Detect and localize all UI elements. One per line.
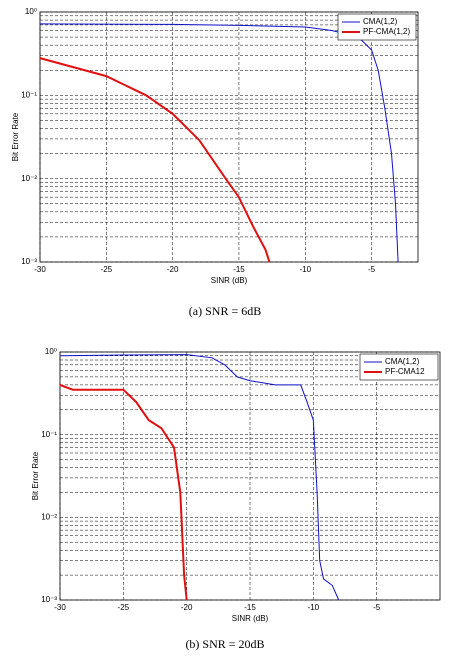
legend-label: PF-CMA12 <box>385 367 425 376</box>
plot-frame <box>39 11 419 263</box>
y-tick-label: 10⁰ <box>25 7 37 16</box>
plot-area <box>40 12 418 262</box>
legend-label: PF-CMA(1,2) <box>363 27 410 36</box>
x-tick-label: -5 <box>368 265 376 274</box>
y-tick-label: 10⁻¹ <box>21 90 37 99</box>
x-tick-label: -30 <box>34 265 46 274</box>
x-tick-label: -15 <box>233 265 245 274</box>
y-axis-label: Bit Error Rate <box>31 451 40 500</box>
legend-label: CMA(1,2) <box>385 357 420 366</box>
x-tick-label: -10 <box>299 265 311 274</box>
x-tick-label: -5 <box>373 603 381 612</box>
y-tick-label: 10⁻² <box>41 512 57 521</box>
data-line <box>59 383 188 601</box>
legend-label: CMA(1,2) <box>363 17 398 26</box>
y-tick-label: 10⁻³ <box>21 257 37 266</box>
y-tick-label: 10⁰ <box>45 347 57 356</box>
legend-box <box>359 353 439 381</box>
data-line <box>59 354 340 601</box>
plot-frame <box>59 351 441 601</box>
y-axis-label: Bit Error Rate <box>11 112 20 161</box>
data-line <box>39 23 399 263</box>
y-tick-label: 10⁻² <box>21 174 37 183</box>
x-axis-label: SINR (dB) <box>232 614 269 623</box>
x-tick-label: -25 <box>101 265 113 274</box>
x-tick-label: -15 <box>244 603 256 612</box>
x-tick-label: -20 <box>167 265 179 274</box>
x-tick-label: -10 <box>308 603 320 612</box>
x-tick-label: -25 <box>118 603 130 612</box>
x-tick-label: -30 <box>54 603 66 612</box>
caption: (a) SNR = 6dB <box>189 304 261 318</box>
y-tick-label: 10⁻³ <box>41 595 57 604</box>
legend-box <box>337 13 417 41</box>
data-line <box>39 57 271 263</box>
caption: (b) SNR = 20dB <box>185 637 264 651</box>
x-axis-label: SINR (dB) <box>211 276 248 285</box>
y-tick-label: 10⁻¹ <box>41 430 57 439</box>
x-tick-label: -20 <box>181 603 193 612</box>
